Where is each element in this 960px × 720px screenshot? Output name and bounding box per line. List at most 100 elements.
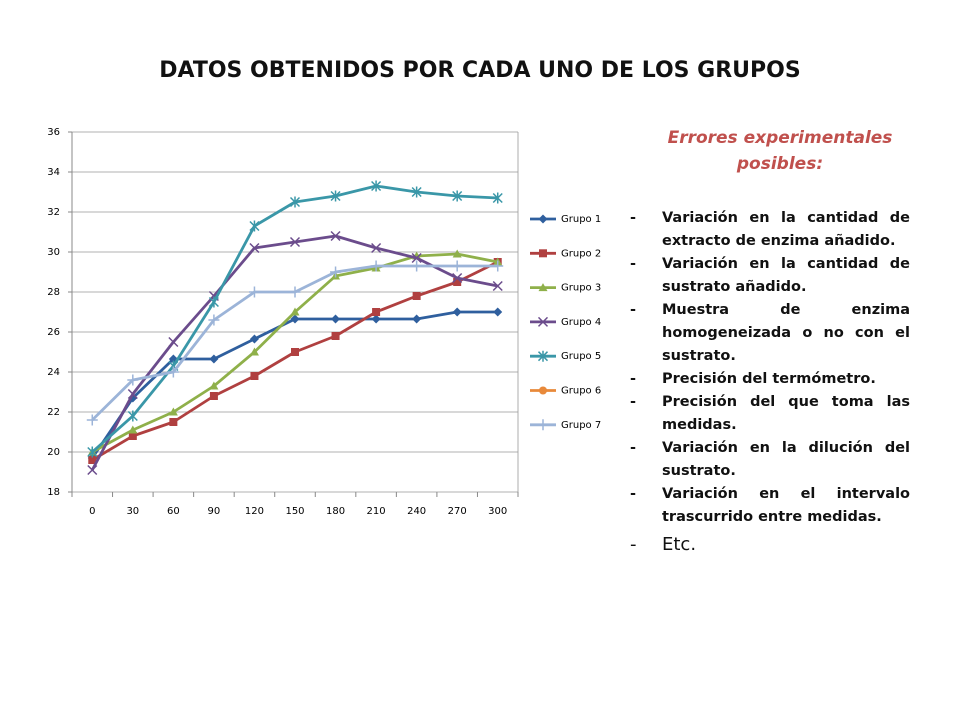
legend-label: Grupo 5 <box>561 351 601 362</box>
data-point <box>452 190 463 202</box>
slide-title: DATOS OBTENIDOS POR CADA UNO DE LOS GRUP… <box>159 58 801 83</box>
x-tick-label: 270 <box>448 506 467 517</box>
notes-title: Errores experimentales posibles: <box>667 128 893 174</box>
legend-label: Grupo 6 <box>561 386 601 397</box>
data-point <box>412 314 422 324</box>
notes: Errores experimentales posibles: - Variac… <box>630 125 910 556</box>
data-point <box>452 307 462 317</box>
data-point <box>291 348 299 356</box>
legend-label: Grupo 4 <box>561 317 601 328</box>
data-point <box>290 314 300 324</box>
note-text: Precisión del que toma las medidas. <box>662 394 910 433</box>
data-point <box>289 236 301 248</box>
data-point <box>128 432 137 440</box>
data-point <box>451 260 463 272</box>
note-item: - Variación en la dilución del sustrato. <box>630 437 910 483</box>
note-text: Variación en el intervalo trascurrido en… <box>662 486 910 525</box>
x-tick-label: 300 <box>488 506 507 517</box>
data-point <box>168 336 179 348</box>
data-point <box>370 260 382 272</box>
legend-marker <box>537 316 549 327</box>
legend-label: Grupo 2 <box>561 248 601 259</box>
data-point <box>452 272 463 284</box>
data-point <box>492 260 504 272</box>
x-tick-label: 180 <box>326 506 345 517</box>
legend-marker <box>538 283 548 292</box>
data-point <box>208 296 219 308</box>
y-tick-label: 36 <box>47 127 60 138</box>
data-point <box>331 314 341 324</box>
x-tick-label: 210 <box>367 506 386 517</box>
data-point <box>330 266 342 278</box>
data-point <box>371 242 382 254</box>
data-point <box>249 242 260 254</box>
data-point <box>249 347 259 356</box>
y-tick-label: 24 <box>47 367 60 378</box>
y-tick-label: 18 <box>47 487 60 498</box>
data-point <box>209 381 219 390</box>
data-point <box>411 260 423 272</box>
note-text: Muestra de enzima homogeneizada o no con… <box>662 302 910 364</box>
note-text: Precisión del termómetro. <box>662 371 876 387</box>
note-bullet: - <box>630 256 637 272</box>
data-point <box>372 308 381 316</box>
y-tick-label: 30 <box>47 247 60 258</box>
data-point <box>371 314 381 324</box>
chart: 18 20 22 24 26 28 30 32 34 36 0 30 60 90 120 150 180 210 2… <box>47 127 601 517</box>
data-point <box>208 314 220 326</box>
data-point <box>330 190 341 202</box>
note-item: - Variación en el intervalo trascurrido e… <box>630 483 910 529</box>
data-point <box>209 392 218 400</box>
note-bullet: - <box>630 210 637 226</box>
data-point <box>412 292 421 300</box>
data-point <box>127 374 139 386</box>
note-bullet: - <box>630 534 637 555</box>
data-point <box>371 180 382 192</box>
data-point <box>411 186 422 198</box>
y-tick-label: 22 <box>47 407 60 418</box>
data-point <box>127 410 138 422</box>
data-point <box>87 446 98 458</box>
data-point <box>289 286 301 298</box>
x-tick-label: 150 <box>285 506 304 517</box>
legend-marker <box>537 419 549 431</box>
data-point <box>127 388 138 400</box>
note-item: - Precisión del termómetro. <box>630 368 910 391</box>
legend-label: Grupo 1 <box>561 214 601 225</box>
data-point <box>169 418 178 426</box>
data-point <box>249 220 260 232</box>
x-tick-label: 30 <box>126 506 139 517</box>
data-point <box>452 249 462 258</box>
data-point <box>453 278 462 286</box>
y-tick-label: 28 <box>47 287 60 298</box>
data-point <box>411 252 422 264</box>
note-bullet: - <box>630 486 637 502</box>
note-item: - Muestra de enzima homogeneizada o no co… <box>630 299 910 368</box>
data-point <box>87 464 98 476</box>
note-bullet: - <box>630 302 637 318</box>
note-item: - Etc. <box>630 533 910 556</box>
data-point <box>492 280 503 292</box>
note-text: Variación en la dilución del sustrato. <box>662 440 910 479</box>
legend-marker <box>539 249 547 258</box>
legend-marker <box>537 350 549 362</box>
data-point <box>290 307 300 316</box>
data-point <box>86 414 98 426</box>
legend-marker <box>538 214 548 224</box>
data-point <box>289 196 301 208</box>
data-point <box>168 407 178 416</box>
data-point <box>330 230 341 242</box>
legend-label: Grupo 3 <box>561 283 601 294</box>
note-bullet: - <box>630 371 637 387</box>
note-text: Variación en la cantidad de extracto de … <box>662 210 910 249</box>
y-tick-label: 26 <box>47 327 60 338</box>
data-point <box>492 192 503 204</box>
note-text: Etc. <box>662 534 697 555</box>
y-tick-label: 34 <box>47 167 60 178</box>
x-tick-label: 90 <box>208 506 221 517</box>
data-point <box>209 354 219 364</box>
legend-marker <box>539 386 547 395</box>
notes-list: - Variación en la cantidad de extracto de… <box>630 207 910 556</box>
x-tick-label: 120 <box>245 506 264 517</box>
